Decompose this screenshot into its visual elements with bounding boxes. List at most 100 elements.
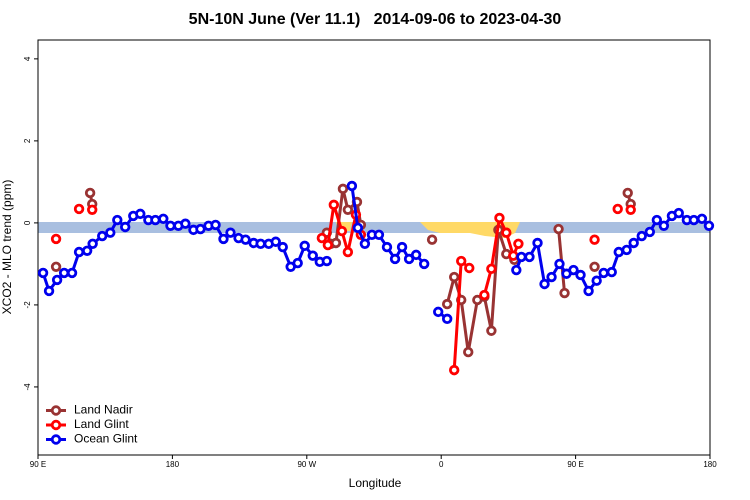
x-tick-label: 90 E bbox=[30, 460, 46, 469]
data-point bbox=[342, 204, 354, 215]
legend-label: Land Glint bbox=[74, 417, 129, 431]
series-line bbox=[41, 185, 711, 321]
data-point bbox=[255, 238, 266, 250]
data-point bbox=[389, 253, 401, 265]
data-point bbox=[516, 251, 527, 263]
data-point bbox=[359, 238, 371, 250]
data-point bbox=[307, 250, 318, 261]
data-point bbox=[441, 298, 453, 310]
x-tick-label: 90 W bbox=[297, 460, 316, 469]
plot-frame bbox=[37, 39, 711, 456]
data-point bbox=[598, 267, 609, 279]
y-axis-label: XCO2 - MLO trend (ppm) bbox=[0, 180, 14, 315]
legend-marker bbox=[50, 405, 62, 416]
data-point bbox=[150, 214, 161, 226]
data-point bbox=[479, 289, 490, 301]
data-point bbox=[606, 266, 617, 278]
data-point bbox=[322, 239, 334, 251]
data-point bbox=[37, 267, 49, 279]
y-tick-label: 4 bbox=[23, 56, 32, 61]
data-point bbox=[195, 223, 206, 235]
data-point bbox=[448, 271, 460, 283]
data-point bbox=[321, 255, 333, 267]
data-point bbox=[448, 364, 460, 376]
data-point bbox=[546, 271, 557, 283]
data-point bbox=[696, 213, 708, 224]
data-point bbox=[58, 267, 70, 279]
data-point bbox=[532, 237, 543, 249]
data-point bbox=[87, 238, 98, 250]
data-point bbox=[50, 233, 62, 245]
data-point bbox=[621, 244, 632, 256]
chart-title: 5N-10N June (Ver 11.1) 2014-09-06 to 202… bbox=[189, 11, 562, 28]
legend-label: Ocean Glint bbox=[74, 432, 138, 446]
data-point bbox=[210, 219, 221, 231]
data-point bbox=[644, 226, 656, 238]
data-point bbox=[410, 249, 422, 261]
data-point bbox=[553, 223, 564, 235]
data-point bbox=[105, 227, 116, 238]
data-point bbox=[513, 238, 524, 250]
x-tick-label: 0 bbox=[439, 460, 444, 469]
data-point bbox=[270, 236, 281, 247]
data-point bbox=[524, 251, 535, 263]
data-point bbox=[336, 225, 348, 237]
data-point bbox=[463, 346, 474, 358]
x-tick-label: 90 E bbox=[567, 460, 583, 469]
data-point bbox=[612, 203, 623, 215]
data-point bbox=[418, 258, 430, 270]
data-point bbox=[456, 255, 467, 267]
data-point bbox=[396, 241, 408, 253]
data-point bbox=[673, 207, 684, 219]
y-tick-label: -2 bbox=[23, 301, 32, 309]
data-point bbox=[501, 227, 512, 238]
data-point bbox=[346, 180, 358, 192]
data-point bbox=[559, 287, 570, 299]
data-point bbox=[511, 264, 522, 276]
x-tick-label: 180 bbox=[703, 460, 717, 469]
data-point bbox=[591, 275, 602, 286]
data-point bbox=[589, 234, 600, 245]
data-point bbox=[486, 263, 497, 275]
data-point bbox=[636, 230, 647, 242]
data-point bbox=[342, 246, 354, 258]
data-point bbox=[381, 241, 393, 253]
data-point bbox=[225, 227, 236, 238]
data-point bbox=[135, 208, 146, 220]
data-point bbox=[328, 199, 340, 211]
data-point bbox=[240, 234, 251, 245]
data-point bbox=[554, 258, 565, 270]
data-point bbox=[575, 269, 586, 281]
data-point bbox=[43, 285, 55, 297]
data-point bbox=[568, 264, 579, 276]
data-point bbox=[433, 306, 444, 318]
x-axis-label: Longitude bbox=[349, 476, 402, 490]
zero-band bbox=[38, 222, 710, 233]
data-point bbox=[180, 218, 191, 229]
data-point bbox=[73, 246, 85, 258]
data-point bbox=[73, 203, 85, 215]
data-point bbox=[589, 261, 600, 272]
data-point bbox=[299, 240, 310, 252]
data-point bbox=[628, 237, 639, 249]
data-point bbox=[688, 214, 700, 226]
y-tick-label: 0 bbox=[23, 220, 32, 225]
data-point bbox=[87, 204, 98, 215]
data-point bbox=[508, 250, 519, 261]
data-point bbox=[403, 253, 415, 265]
legend-marker bbox=[50, 434, 62, 445]
data-point bbox=[316, 232, 328, 244]
data-point bbox=[464, 262, 475, 274]
data-point bbox=[120, 221, 131, 233]
data-point bbox=[486, 325, 497, 336]
data-point bbox=[112, 214, 123, 226]
legend-marker bbox=[50, 419, 62, 431]
x-tick-label: 180 bbox=[166, 460, 180, 469]
data-point bbox=[66, 267, 78, 279]
data-point bbox=[292, 257, 303, 269]
data-point bbox=[625, 204, 636, 215]
data-point bbox=[84, 187, 96, 199]
data-point bbox=[337, 183, 349, 195]
data-point bbox=[613, 246, 624, 258]
data-point bbox=[539, 278, 550, 290]
